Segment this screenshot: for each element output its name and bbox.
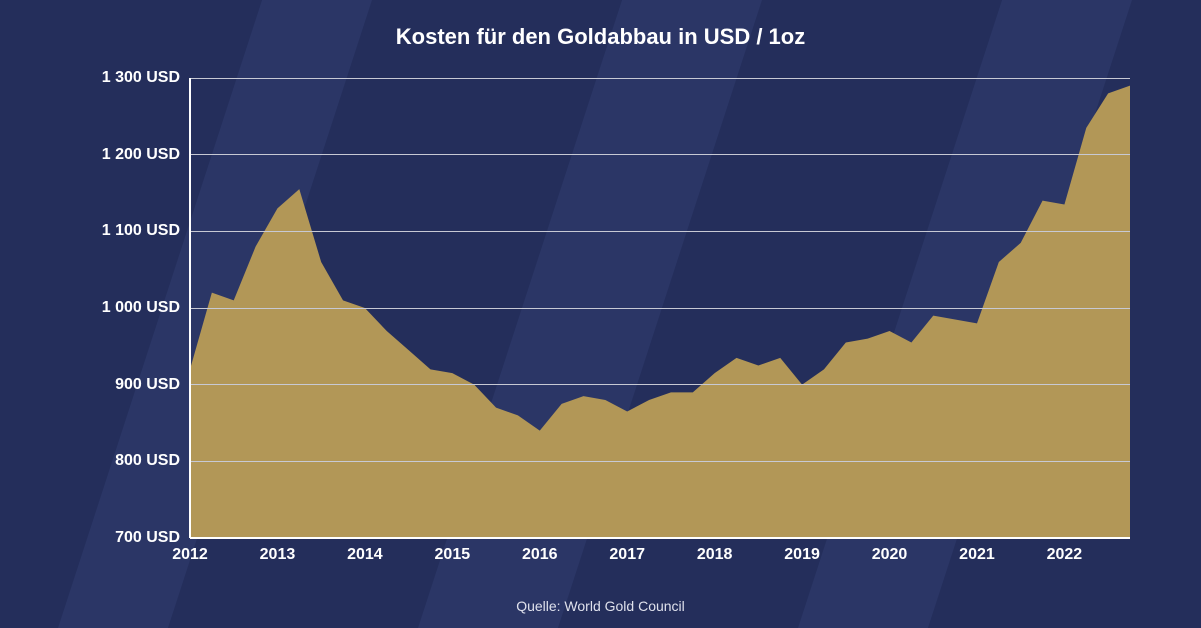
source-label: Quelle: World Gold Council (0, 598, 1201, 614)
x-tick-label: 2017 (609, 538, 645, 564)
gridline-y (190, 461, 1130, 462)
y-tick-label: 800 USD (115, 452, 190, 470)
x-tick-label: 2012 (172, 538, 208, 564)
x-tick-label: 2020 (872, 538, 908, 564)
y-tick-label: 1 100 USD (102, 222, 190, 240)
gridline-y (190, 384, 1130, 385)
x-tick-label: 2018 (697, 538, 733, 564)
x-tick-label: 2014 (347, 538, 383, 564)
gridline-y (190, 231, 1130, 232)
x-axis (190, 537, 1130, 539)
x-tick-label: 2013 (260, 538, 296, 564)
gridline-y (190, 154, 1130, 155)
y-tick-label: 1 300 USD (102, 69, 190, 87)
y-tick-label: 1 200 USD (102, 146, 190, 164)
x-tick-label: 2021 (959, 538, 995, 564)
y-tick-label: 900 USD (115, 376, 190, 394)
gridline-y (190, 308, 1130, 309)
x-tick-label: 2019 (784, 538, 820, 564)
y-axis (189, 78, 191, 538)
x-tick-label: 2015 (435, 538, 471, 564)
y-tick-label: 1 000 USD (102, 299, 190, 317)
x-tick-label: 2022 (1047, 538, 1083, 564)
chart-canvas: Kosten für den Goldabbau in USD / 1oz 70… (0, 0, 1201, 628)
x-tick-label: 2016 (522, 538, 558, 564)
chart-title: Kosten für den Goldabbau in USD / 1oz (0, 24, 1201, 50)
plot-area: 700 USD800 USD900 USD1 000 USD1 100 USD1… (190, 78, 1130, 538)
gridline-y (190, 78, 1130, 79)
